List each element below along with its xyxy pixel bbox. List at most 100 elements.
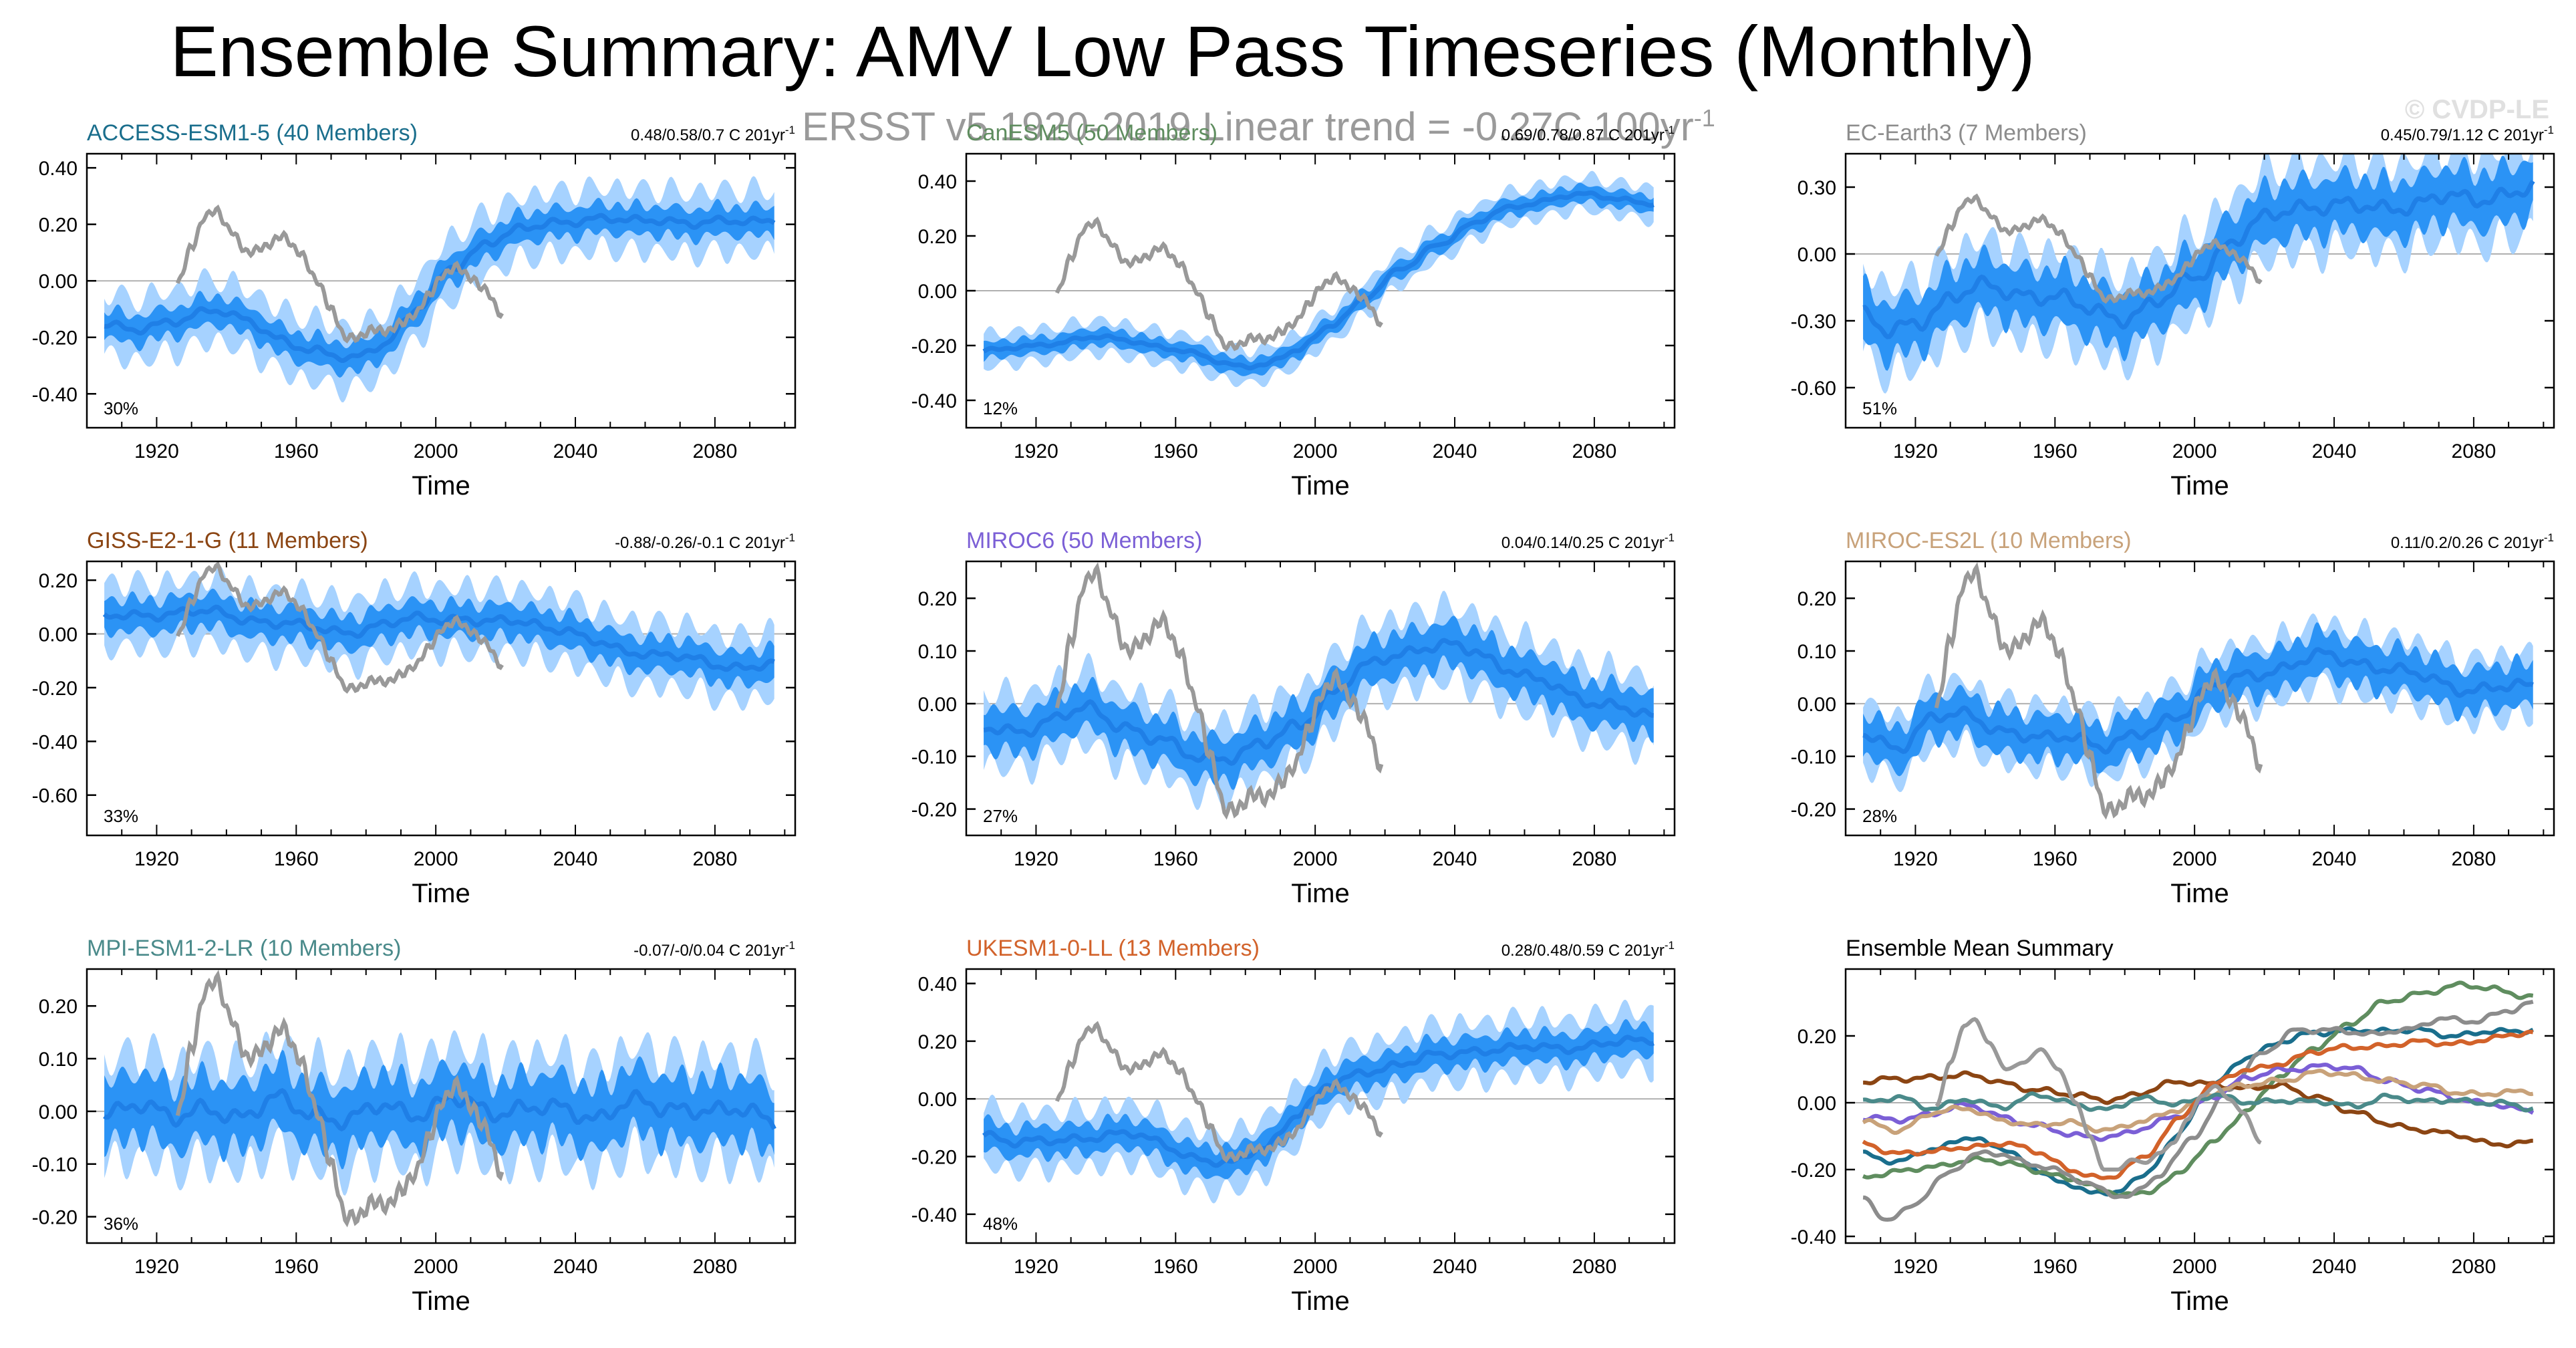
y-tick-label: 0.00	[1798, 244, 1836, 266]
x-tick-label: 2040	[2312, 440, 2357, 462]
panel-mpi: -0.20 -0.10 0.00 0.10 0.20 1920 1960 2000 2040 20…	[32, 936, 797, 1316]
percentage-label: 28%	[1862, 806, 1897, 826]
x-tick-label: 1960	[274, 848, 319, 870]
x-tick-label: 2040	[553, 848, 598, 870]
x-tick-label: 2080	[2452, 848, 2496, 870]
x-tick-label: 2080	[1572, 440, 1617, 462]
observation-line	[176, 205, 504, 344]
trend-value: -0.88/-0.26/-0.1 C 201yr	[615, 534, 785, 552]
panel-title: Ensemble Mean Summary	[1846, 936, 2114, 961]
percentage-label: 51%	[1862, 398, 1897, 418]
y-tick-label: 0.20	[1798, 1026, 1836, 1048]
y-tick-label: 0.00	[1798, 1093, 1836, 1115]
x-tick-label: 2000	[414, 1256, 458, 1278]
percentage-label: 48%	[983, 1214, 1018, 1234]
y-tick-label: -0.40	[911, 1204, 957, 1226]
trend-label: 0.69/0.78/0.87 C 201yr-1	[1501, 124, 1675, 144]
panel-title: EC-Earth3 (7 Members)	[1846, 120, 2087, 146]
plot-frame	[1844, 560, 2555, 837]
y-tick-label: 0.20	[39, 570, 78, 592]
watermark: © CVDP-LE	[2404, 95, 2549, 124]
x-tick-label: 2000	[2172, 440, 2217, 462]
spread-band-inner	[104, 588, 774, 690]
trend-label: 0.11/0.2/0.26 C 201yr-1	[2391, 531, 2554, 552]
trend-label: 0.45/0.79/1.12 C 201yr-1	[2381, 124, 2554, 144]
trend-exponent: -1	[785, 124, 795, 136]
x-tick-label: 1960	[2033, 848, 2078, 870]
panel-title: UKESM1-0-LL (13 Members)	[966, 936, 1260, 961]
summary-line-ecearth	[1862, 999, 2534, 1222]
panel-canesm: -0.40 -0.20 0.00 0.20 0.40 1920 1960 2000 2040 20…	[911, 120, 1676, 501]
plot-frame	[86, 560, 797, 837]
x-tick-label: 2080	[693, 1256, 738, 1278]
y-tick-label: -0.20	[32, 678, 78, 700]
trend-exponent: -1	[1665, 531, 1675, 544]
x-tick-label: 1960	[2033, 440, 2078, 462]
x-tick-label: 2080	[693, 440, 738, 462]
trend-value: 0.69/0.78/0.87 C 201yr	[1501, 126, 1665, 144]
x-tick-label: 2000	[2172, 1256, 2217, 1278]
x-tick-label: 2040	[1433, 848, 1477, 870]
x-tick-label: 1920	[134, 1256, 179, 1278]
x-tick-label: 1960	[1153, 440, 1198, 462]
x-tick-label: 2040	[553, 1256, 598, 1278]
x-axis-label: Time	[2170, 471, 2229, 501]
x-tick-label: 1920	[1893, 1256, 1938, 1278]
y-tick-label: -0.20	[32, 327, 78, 350]
y-tick-label: 0.00	[918, 281, 957, 303]
trend-value: -0.07/-0/0.04 C 201yr	[633, 942, 785, 960]
y-tick-label: 0.00	[918, 1089, 957, 1111]
panel-summary: -0.40 -0.20 0.00 0.20 1920 1960 2000 2040 2080 Ti…	[1791, 936, 2555, 1316]
ensemble-mean-line	[103, 1087, 776, 1132]
plot-area	[1846, 980, 2554, 1222]
x-tick-label: 2040	[553, 440, 598, 462]
panel-title: GISS-E2-1-G (11 Members)	[87, 528, 368, 553]
x-tick-label: 2040	[2312, 848, 2357, 870]
y-tick-label: -0.40	[32, 384, 78, 406]
x-tick-label: 1920	[1014, 440, 1058, 462]
plot-area	[87, 561, 795, 711]
y-tick-label: 0.10	[39, 1049, 78, 1071]
trend-label: 0.04/0.14/0.25 C 201yr-1	[1501, 531, 1675, 552]
spread-band-inner	[104, 1049, 774, 1170]
x-tick-label: 2040	[1433, 440, 1477, 462]
x-tick-label: 1960	[1153, 1256, 1198, 1278]
y-tick-label: -0.60	[1791, 378, 1836, 400]
y-tick-label: -0.20	[911, 799, 957, 821]
x-tick-label: 1920	[1893, 440, 1938, 462]
trend-label: 0.48/0.58/0.7 C 201yr-1	[631, 124, 795, 144]
trend-exponent: -1	[1665, 939, 1675, 952]
observation-line	[1054, 562, 1384, 820]
y-tick-label: -0.60	[32, 785, 78, 807]
x-tick-label: 1920	[1893, 848, 1938, 870]
x-tick-label: 1920	[134, 848, 179, 870]
y-tick-label: -0.20	[32, 1207, 78, 1229]
y-tick-label: 0.20	[918, 588, 957, 610]
x-tick-label: 1920	[1014, 1256, 1058, 1278]
panel-title: MIROC-ES2L (10 Members)	[1846, 528, 2132, 553]
y-tick-label: -0.20	[911, 335, 957, 358]
percentage-label: 36%	[104, 1214, 138, 1234]
x-tick-label: 1960	[274, 440, 319, 462]
y-tick-label: 0.10	[1798, 641, 1836, 663]
panel-giss: -0.60 -0.40 -0.20 0.00 0.20 1920 1960 2000 2040 2…	[32, 528, 797, 908]
x-tick-label: 2000	[414, 440, 458, 462]
x-tick-label: 2000	[2172, 848, 2217, 870]
plot-frame	[86, 968, 797, 1244]
plot-area	[966, 562, 1675, 820]
y-tick-label: -0.20	[911, 1147, 957, 1169]
x-axis-label: Time	[412, 471, 470, 501]
plot-area	[966, 170, 1675, 388]
x-tick-label: 2000	[1293, 440, 1338, 462]
x-tick-label: 2080	[1572, 1256, 1617, 1278]
y-tick-label: 0.40	[918, 171, 957, 193]
x-axis-label: Time	[1291, 879, 1349, 908]
spread-band-outer	[104, 565, 774, 711]
y-tick-label: -0.30	[1791, 311, 1836, 333]
y-tick-label: 0.30	[1798, 177, 1836, 199]
x-tick-label: 2080	[2452, 1256, 2496, 1278]
x-tick-label: 1920	[1014, 848, 1058, 870]
trend-label: -0.07/-0/0.04 C 201yr-1	[633, 939, 795, 960]
observation-line	[1934, 562, 2263, 820]
y-tick-label: 0.10	[918, 641, 957, 663]
